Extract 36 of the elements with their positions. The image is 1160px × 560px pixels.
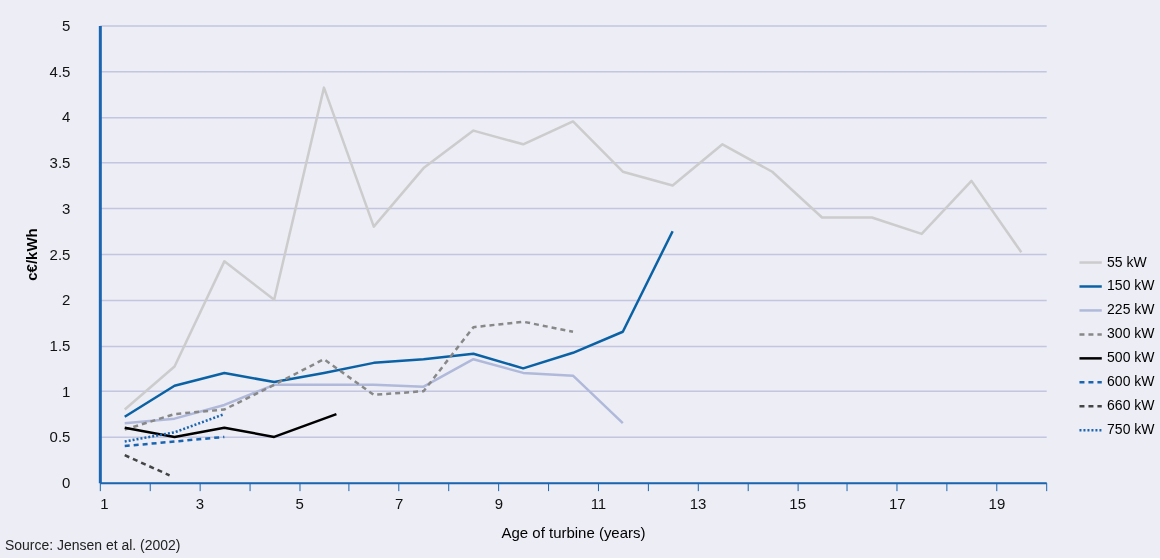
y-tick-label: 2 [62, 291, 71, 309]
x-tick-label: 3 [195, 495, 205, 513]
x-tick-label: 11 [590, 495, 607, 513]
line-series [123, 320, 575, 431]
x-tick-label: 15 [789, 495, 806, 513]
legend-label: 500 kW [1107, 349, 1156, 366]
legend-label: 750 kW [1107, 421, 1156, 438]
line-series [123, 229, 674, 419]
legend-label: 600 kW [1107, 373, 1156, 390]
x-axis-title: Age of turbine (years) [501, 524, 646, 542]
y-tick-label: 0.5 [49, 428, 71, 446]
y-tick-label: 3 [62, 199, 71, 217]
x-tick-label: 5 [295, 495, 304, 513]
legend-label: 660 kW [1107, 397, 1156, 414]
x-tick-label: 9 [494, 495, 503, 513]
y-tick-label: 4.5 [49, 62, 71, 80]
y-tick-label: 1.5 [49, 336, 71, 354]
y-tick-label: 3.5 [49, 154, 71, 172]
x-tick-label: 17 [888, 495, 906, 513]
y-tick-label: 1 [62, 382, 71, 400]
line-series [123, 86, 1023, 411]
legend-label: 55 kW [1107, 253, 1148, 270]
x-tick-label: 13 [689, 495, 707, 513]
y-tick-label: 4 [62, 108, 71, 126]
x-tick-label: 7 [395, 495, 404, 513]
line-series [123, 357, 625, 425]
legend-label: 225 kW [1107, 301, 1156, 318]
y-tick-label: 2.5 [49, 245, 71, 263]
y-axis-title: c€/kWh [22, 228, 40, 281]
legend-label: 300 kW [1107, 325, 1156, 342]
y-tick-label: 5 [62, 16, 71, 34]
x-tick-label: 19 [988, 495, 1006, 513]
y-tick-label: 0 [62, 474, 71, 492]
legend-label: 150 kW [1107, 277, 1156, 294]
source-note: Source: Jensen et al. (2002) [4, 536, 181, 553]
x-tick-label: 1 [100, 495, 109, 513]
